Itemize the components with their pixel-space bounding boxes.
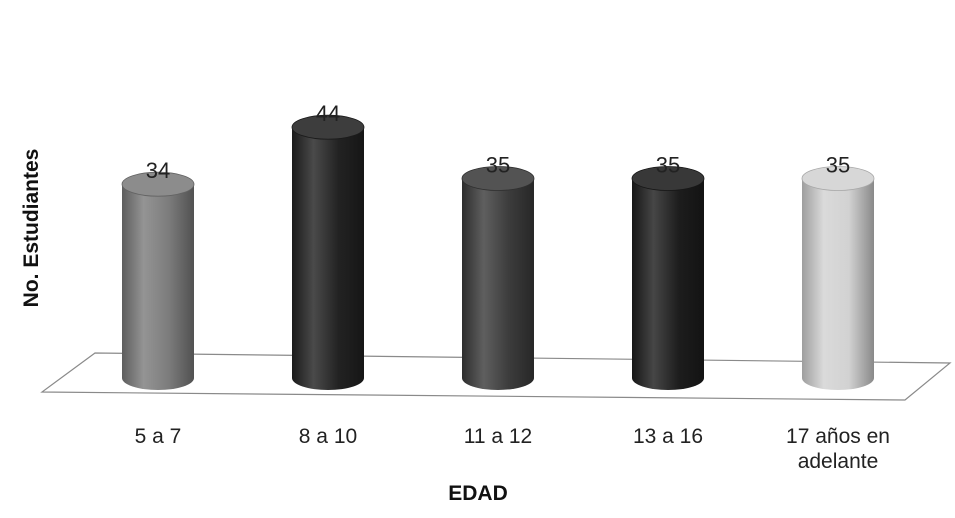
data-label-4: 35	[656, 153, 680, 178]
data-label-3: 35	[486, 153, 510, 178]
bar-top-cap	[121, 171, 195, 197]
y-axis-title: No. Estudiantes	[20, 149, 43, 308]
bar-body	[462, 166, 534, 390]
x-tick-label-2: 8 a 10	[299, 425, 357, 448]
bar-top-cap	[461, 166, 535, 191]
x-tick-label-1: 5 a 7	[135, 425, 182, 448]
x-tick-label-5: 17 años en adelante	[786, 425, 890, 473]
data-labels-group: 34 44 35 35 35	[146, 101, 850, 183]
bar-top-cap	[631, 166, 705, 191]
bar-5	[801, 166, 875, 390]
data-label-1: 34	[146, 158, 170, 183]
x-axis-title: EDAD	[448, 482, 508, 505]
data-label-5: 35	[826, 153, 850, 178]
bars-group	[121, 114, 875, 390]
bar-4	[631, 166, 705, 390]
bar-body	[122, 172, 194, 390]
bar-top-cap	[291, 114, 365, 140]
bar-body	[632, 166, 704, 390]
bar-body	[802, 166, 874, 390]
x-tick-labels-group: 5 a 7 8 a 10 11 a 12 13 a 16 17 años en adela…	[135, 425, 890, 473]
x-tick-label-3: 11 a 12	[464, 425, 533, 448]
bar-3	[461, 166, 535, 390]
bar-top-cap	[801, 166, 875, 191]
bar-2	[291, 114, 365, 390]
x-tick-label-4: 13 a 16	[633, 425, 703, 448]
bar-body	[292, 115, 364, 390]
bar-1	[121, 171, 195, 390]
data-label-2: 44	[316, 101, 340, 126]
